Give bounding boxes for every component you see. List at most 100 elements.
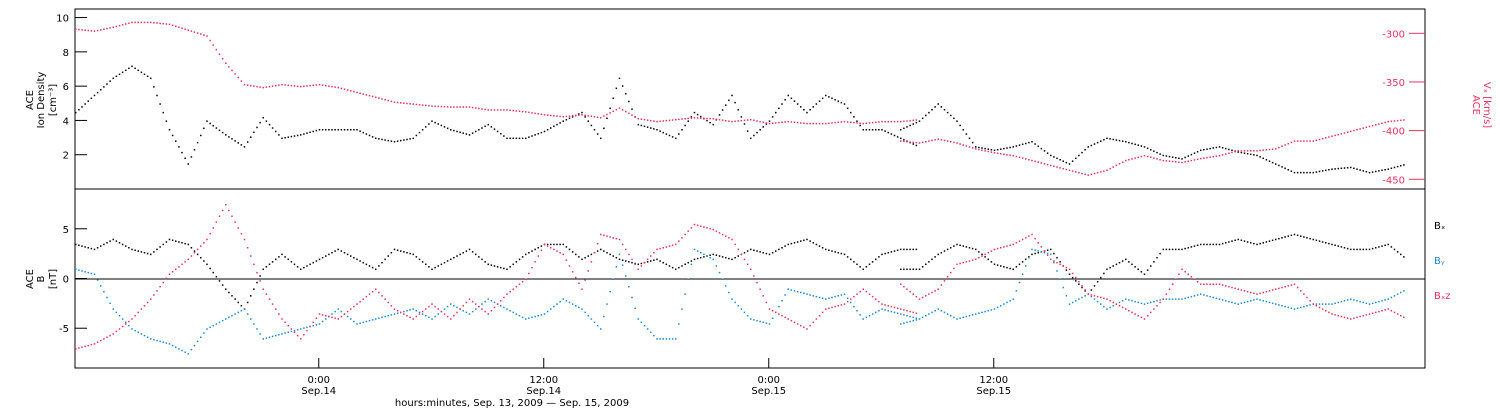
data-point — [100, 285, 102, 287]
data-point — [862, 318, 864, 320]
data-point — [1362, 248, 1364, 251]
data-point — [881, 303, 883, 305]
data-point — [1225, 300, 1227, 302]
data-point — [137, 69, 139, 72]
data-point — [121, 243, 124, 246]
data-point — [756, 319, 758, 322]
data-point — [962, 144, 964, 146]
data-point — [356, 258, 358, 261]
data-point — [1037, 145, 1039, 148]
data-point — [962, 261, 964, 264]
data-point — [718, 255, 721, 257]
data-point — [681, 308, 683, 310]
data-point — [743, 251, 746, 254]
data-point — [928, 313, 930, 315]
data-point — [925, 263, 927, 266]
data-point — [706, 117, 708, 120]
data-point — [540, 249, 543, 251]
data-point — [940, 251, 943, 254]
data-point — [193, 149, 196, 151]
data-point — [809, 109, 811, 111]
data-point — [825, 298, 827, 300]
data-point — [93, 248, 96, 251]
data-point — [90, 30, 93, 32]
data-point — [653, 251, 655, 254]
data-point — [1256, 150, 1258, 152]
data-point — [881, 129, 883, 131]
data-point — [1340, 315, 1343, 318]
data-point — [1353, 129, 1355, 132]
data-point — [1084, 295, 1086, 297]
data-point — [1009, 146, 1011, 149]
data-point — [640, 321, 643, 324]
data-point — [115, 75, 118, 78]
data-point — [896, 249, 899, 251]
data-point — [278, 313, 280, 315]
data-point — [1346, 317, 1349, 319]
data-point — [1356, 129, 1358, 131]
data-point — [540, 245, 543, 247]
data-point — [1015, 242, 1018, 244]
data-point — [593, 116, 596, 118]
data-point — [134, 21, 136, 24]
data-point — [812, 122, 814, 125]
data-point — [271, 261, 274, 263]
data-point — [1065, 168, 1068, 171]
data-point — [159, 22, 161, 25]
data-point — [1325, 242, 1327, 244]
data-point — [1209, 147, 1211, 150]
data-point — [271, 127, 274, 129]
data-point — [875, 121, 877, 124]
data-point — [490, 309, 493, 312]
data-point — [906, 120, 908, 122]
data-point — [503, 296, 505, 299]
data-point — [1203, 157, 1205, 159]
data-point — [431, 120, 433, 122]
data-point — [718, 118, 721, 121]
data-point — [1028, 141, 1030, 144]
data-point — [793, 321, 796, 324]
data-point — [1106, 169, 1108, 172]
data-point — [493, 306, 496, 309]
x-tick-date: Sep.15 — [976, 386, 1011, 397]
data-point — [956, 243, 958, 246]
data-point — [768, 122, 771, 125]
data-point — [262, 117, 264, 119]
data-point — [818, 245, 821, 247]
data-point — [1368, 248, 1371, 251]
data-point — [1018, 263, 1021, 266]
data-point — [1150, 265, 1152, 267]
data-point — [381, 316, 383, 319]
data-point — [315, 260, 318, 262]
data-point — [540, 314, 543, 316]
data-point — [609, 112, 611, 114]
data-point — [253, 131, 255, 134]
data-point — [1093, 172, 1096, 175]
data-point — [234, 298, 236, 300]
data-point — [1200, 243, 1202, 246]
data-point — [875, 311, 877, 314]
data-point — [1018, 144, 1021, 146]
data-point — [312, 84, 314, 87]
data-point — [143, 21, 146, 24]
data-point — [437, 265, 439, 267]
data-point — [700, 256, 702, 259]
data-point — [1078, 298, 1080, 300]
data-point — [331, 316, 333, 319]
data-point — [103, 338, 105, 340]
data-point — [915, 141, 918, 144]
data-point — [562, 116, 564, 118]
data-point — [78, 28, 80, 31]
data-point — [1246, 150, 1249, 152]
data-point — [140, 333, 143, 335]
data-point — [1237, 150, 1239, 152]
data-point — [159, 340, 161, 343]
data-point — [1068, 169, 1071, 172]
data-point — [721, 119, 724, 121]
data-point — [921, 296, 924, 299]
data-point — [687, 120, 689, 122]
data-point — [281, 253, 283, 256]
data-point — [1056, 166, 1058, 168]
data-point — [1362, 314, 1364, 317]
data-point — [637, 263, 639, 266]
